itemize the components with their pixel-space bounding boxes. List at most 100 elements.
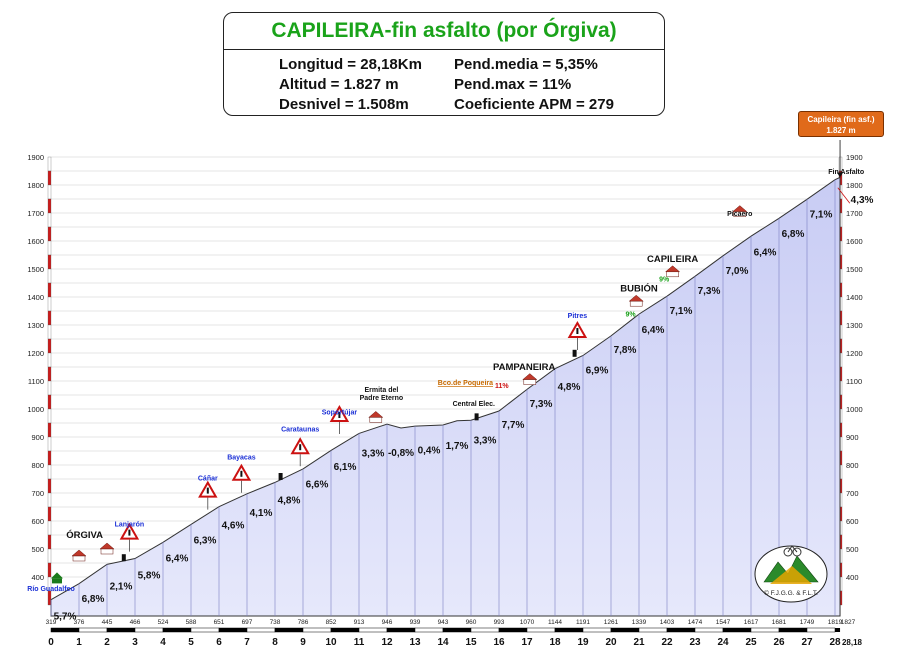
altitude-scale-right	[838, 408, 843, 424]
altitude-scale-right	[838, 240, 843, 256]
place-label: Fin Asfalto	[828, 169, 864, 176]
altitude-scale-left	[47, 198, 52, 214]
y-tick-label-left: 900	[31, 433, 44, 442]
altitude-scale-right	[838, 282, 843, 298]
warning-sign-icon	[206, 487, 209, 494]
altitude-scale-right	[838, 576, 843, 592]
y-tick-label-right: 600	[846, 517, 859, 526]
stat-coeficiente-apm: Coeficiente APM = 279	[454, 96, 614, 113]
altitude-scale-right	[838, 422, 843, 438]
km-altitude-label: 651	[214, 619, 225, 626]
km-altitude-label: 445	[102, 619, 113, 626]
gradient-label: 4,8%	[278, 496, 301, 507]
km-altitude-label: 960	[466, 619, 477, 626]
x-tick-label: 8	[272, 637, 278, 648]
km-altitude-label: 1819	[828, 619, 843, 626]
y-tick-label-left: 1800	[27, 181, 44, 190]
y-tick-label-left: 1500	[27, 265, 44, 274]
y-tick-label-left: 600	[31, 517, 44, 526]
gradient-label: -0,8%	[388, 448, 414, 459]
km-ruler-segment	[806, 627, 836, 633]
altitude-scale-right	[838, 548, 843, 564]
x-tick-label: 24	[717, 637, 729, 648]
altitude-scale-left	[47, 366, 52, 382]
stat-longitud: Longitud = 28,18Km	[279, 56, 422, 73]
stats-grid: Longitud = 28,18Km Pend.media = 5,35% Al…	[279, 55, 639, 114]
km-altitude-label: 993	[494, 619, 505, 626]
place-label: PAMPANEIRA	[493, 362, 556, 373]
junction-marker-icon	[474, 413, 479, 421]
x-tick-label: 4	[160, 637, 166, 648]
village-house-icon	[523, 379, 537, 385]
warning-sign-icon	[338, 412, 341, 418]
y-tick-label-right: 1400	[846, 293, 863, 302]
km-ruler-segment	[358, 627, 388, 633]
altitude-scale-left	[47, 268, 52, 284]
altitude-scale-left	[47, 478, 52, 494]
km-altitude-label: 1474	[688, 619, 703, 626]
km-altitude-label: 1144	[548, 619, 562, 626]
gradient-label: 6,3%	[194, 536, 217, 547]
x-tick-label: 21	[633, 637, 645, 648]
x-tick-label: 15	[465, 637, 477, 648]
km-altitude-label: 1339	[632, 619, 647, 626]
village-house-icon	[733, 211, 747, 217]
altitude-scale-right	[838, 254, 843, 270]
km-ruler-segment	[442, 627, 472, 633]
end-altitude-label: 1827	[841, 619, 856, 626]
place-label: Padre Eterno	[360, 395, 404, 402]
x-tick-label: 19	[577, 637, 589, 648]
km-ruler-segment	[190, 627, 220, 633]
village-house-icon	[368, 411, 384, 418]
km-altitude-label: 1070	[520, 619, 535, 626]
junction-marker-icon	[572, 349, 577, 357]
chart-title: CAPILEIRA-fin asfalto (por Órgiva)	[224, 13, 664, 50]
x-tick-label: 13	[409, 637, 421, 648]
km-altitude-label: 588	[186, 619, 197, 626]
km-altitude-label: 946	[382, 619, 393, 626]
place-label: Soportújar	[322, 410, 358, 417]
altitude-scale-right	[838, 352, 843, 368]
header-box: CAPILEIRA-fin asfalto (por Órgiva) Longi…	[223, 12, 665, 116]
place-label: Lanjarón	[115, 522, 145, 529]
village-house-icon	[369, 417, 383, 423]
km-ruler-segment	[722, 627, 752, 633]
warning-sign-icon	[119, 522, 140, 540]
place-label: 11%	[495, 383, 509, 390]
altitude-scale-right	[838, 520, 843, 536]
y-tick-label-left: 1400	[27, 293, 44, 302]
y-tick-label-right: 400	[846, 573, 859, 582]
altitude-scale-left	[47, 338, 52, 354]
summit-badge: Capileira (fin asf.) 1.827 m	[798, 111, 884, 137]
gradient-label: 7,3%	[530, 399, 553, 410]
gradient-label: 1,7%	[446, 441, 469, 452]
copyright-text: © F.J.G.G. & F.L.T.	[764, 589, 818, 597]
km-altitude-label: 913	[354, 619, 365, 626]
y-tick-label-left: 1200	[27, 349, 44, 358]
village-house-icon	[522, 373, 538, 380]
y-tick-label-left: 700	[31, 489, 44, 498]
km-ruler-segment	[638, 627, 668, 633]
x-tick-label: 3	[132, 637, 138, 648]
x-tick-label: 5	[188, 637, 194, 648]
altitude-scale-left	[47, 394, 52, 410]
altitude-scale-right	[838, 198, 843, 214]
warning-sign-icon	[198, 480, 218, 498]
gradient-label: 6,8%	[82, 594, 105, 605]
altitude-scale-right	[838, 226, 843, 242]
village-house-icon	[628, 294, 644, 302]
warning-sign-icon	[290, 437, 310, 455]
village-house-icon	[100, 548, 114, 555]
gradient-label: 4,1%	[250, 508, 273, 519]
km-ruler-segment	[274, 627, 304, 633]
km-ruler-segment	[330, 627, 360, 633]
village-house-icon	[664, 265, 681, 273]
altitude-scale-right	[838, 464, 843, 480]
stat-altitud: Altitud = 1.827 m	[279, 76, 399, 93]
warning-sign-icon	[240, 470, 243, 477]
y-tick-label-left: 1900	[27, 153, 44, 162]
altitude-scale-right	[838, 506, 843, 522]
x-tick-label: 20	[605, 637, 617, 648]
km-ruler-segment	[610, 627, 640, 633]
altitude-scale-right	[838, 590, 843, 606]
